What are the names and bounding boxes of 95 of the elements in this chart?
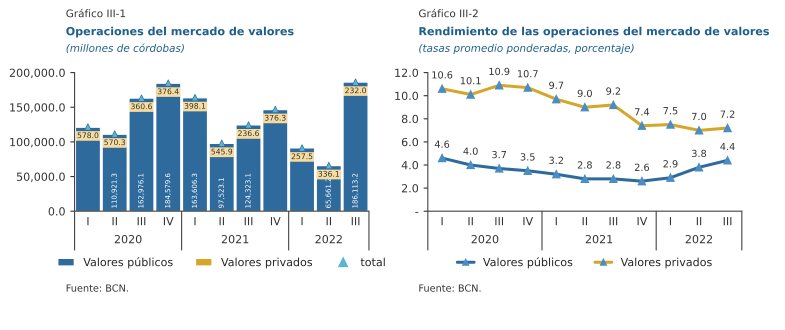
data-label: 10.7	[518, 70, 538, 78]
data-label: 7.4	[634, 108, 650, 116]
x-tick-label: II	[112, 217, 117, 226]
y-tick-label: 12.0	[395, 68, 418, 77]
point	[723, 156, 732, 165]
data-label: 9.7	[549, 82, 564, 89]
data-label: 3.7	[492, 150, 506, 158]
x-tick-label: III	[610, 217, 618, 226]
x-tick-label: I	[302, 217, 303, 226]
source-note: Fuente: BCN.	[66, 284, 128, 292]
x-tick-label: III	[724, 217, 732, 226]
y-tick-label: 200,000.0	[10, 68, 65, 78]
data-label: 9.2	[606, 87, 620, 95]
data-label: 7.0	[692, 112, 706, 120]
y-tick-label: 6.0	[402, 138, 418, 146]
text: 2020	[114, 234, 142, 244]
legend-label: total	[360, 258, 385, 266]
chart-subtitle: (tasas promedio ponderadas, porcentaje)	[419, 44, 634, 54]
x-tick-label: I	[194, 217, 196, 226]
y-tick-label: -	[415, 212, 418, 213]
legend-label: Valores públicos	[83, 257, 173, 268]
data-label: 10.9	[489, 68, 510, 76]
text: 2021	[586, 234, 612, 244]
point	[638, 177, 646, 186]
data-label: 2.6	[634, 164, 650, 171]
point	[272, 106, 279, 114]
x-tick-label: I	[442, 217, 443, 226]
point	[138, 94, 146, 102]
y-tick-label: 8.0	[402, 114, 418, 124]
point	[111, 130, 118, 138]
x-tick-label: II	[220, 217, 224, 226]
x-tick-label: IV	[638, 217, 648, 226]
x-tick-label: I	[87, 217, 89, 226]
data-label: 4.4	[720, 142, 735, 150]
point	[84, 123, 92, 131]
text: 2022	[315, 234, 342, 244]
x-tick-label: IV	[164, 217, 174, 226]
point	[466, 160, 475, 170]
point	[524, 166, 532, 175]
x-tick-label: III	[495, 217, 504, 226]
point	[666, 174, 675, 182]
y-tick-label: 2.0	[402, 184, 418, 192]
chart-subtitle: (millones de córdobas)	[66, 43, 184, 54]
x-tick-label: II	[468, 217, 473, 226]
point	[218, 140, 226, 147]
x-tick-label: III	[244, 217, 252, 226]
legend-label: Valores privados	[221, 258, 312, 268]
y-tick-label: 10.0	[395, 92, 418, 100]
chart-title: Rendimiento de las operaciones del mercado de valores	[419, 26, 769, 38]
y-tick-label: 150,000.0	[10, 103, 65, 113]
point	[495, 164, 504, 173]
source-note: Fuente: BCN.	[419, 284, 481, 292]
y-tick-label: 100,000.0	[10, 138, 65, 148]
legend-label: Valores privados	[620, 258, 712, 268]
legend-label: Valores públicos	[483, 257, 572, 268]
y-tick-label: 0.0	[48, 207, 65, 216]
data-label: 7.5	[664, 107, 678, 114]
text: 2020	[472, 234, 498, 244]
data-label: 3.2	[549, 156, 564, 164]
point	[164, 79, 172, 87]
x-tick-label: II	[326, 217, 331, 226]
point	[191, 94, 199, 102]
text: Gráfico III-1	[66, 8, 126, 18]
data-label: 3.5	[520, 153, 535, 161]
data-label: 10.1	[460, 76, 481, 84]
x-tick-label: I	[670, 217, 672, 226]
point	[609, 174, 618, 184]
y-tick-label: 4.0	[402, 160, 418, 170]
chart-title: Operaciones del mercado de valores	[66, 26, 294, 38]
x-tick-label: II	[582, 217, 588, 226]
x-tick-label: III	[352, 217, 360, 226]
x-tick-label: II	[696, 217, 702, 226]
text: 2021	[222, 234, 248, 244]
point	[552, 170, 560, 178]
data-label: 2.9	[663, 160, 678, 168]
point	[244, 121, 252, 128]
data-label: 2.8	[578, 161, 592, 169]
point	[580, 174, 589, 184]
data-label: 4.0	[463, 147, 478, 155]
x-tick-label: IV	[523, 217, 534, 226]
data-label: 3.8	[692, 150, 706, 158]
x-tick-label: III	[138, 217, 146, 226]
text: Gráfico III-2	[418, 8, 478, 18]
data-label: 10.6	[432, 71, 452, 79]
x-tick-label: I	[556, 217, 557, 226]
y-tick-label: 50,000.0	[16, 172, 65, 182]
data-label: 7.2	[720, 110, 734, 118]
data-label: 4.6	[434, 140, 450, 148]
data-label: 2.8	[606, 161, 620, 169]
data-label: 9.0	[578, 90, 592, 98]
x-tick-label: IV	[270, 217, 281, 226]
point	[325, 162, 332, 170]
point	[694, 163, 704, 172]
text: 2022	[686, 234, 712, 244]
point	[438, 154, 446, 162]
